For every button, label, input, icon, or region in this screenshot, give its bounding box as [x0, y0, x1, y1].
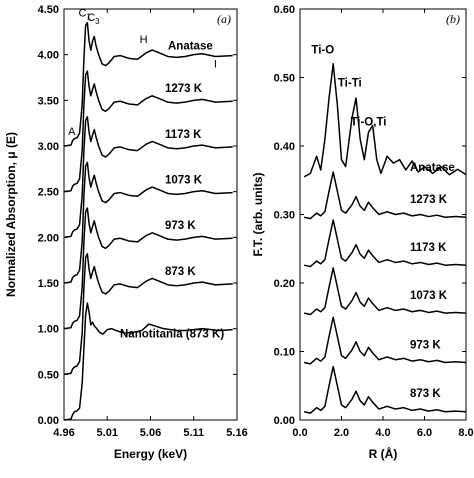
y-tick-label: 3.00 [38, 141, 59, 153]
y-tick-label: 4.50 [38, 4, 59, 16]
x-tick-label: 5.06 [140, 427, 161, 439]
y-tick-label: 0.00 [38, 415, 59, 427]
panel-b-fourier-transform-chart: 0.00 0.10 0.20 0.30 0.40 0.50 0.60 0.0 2.0 4.0 6.0… [251, 4, 474, 461]
series-line [63, 207, 233, 330]
peak-annotation: H [140, 34, 148, 46]
y-axis-title: Normalized Absorption, μ (E) [4, 132, 18, 297]
series-label: 1073 K [410, 290, 448, 302]
y-tick-label: 1.50 [38, 278, 59, 290]
peak-annotation: C3 [87, 12, 100, 26]
series-line [63, 302, 233, 421]
peak-annotation: C1 [79, 7, 92, 21]
y-tick-label: 0.50 [38, 369, 59, 381]
peak-annotation: I [214, 58, 217, 70]
x-axis-title: R (Å) [369, 446, 398, 461]
series-line [63, 253, 233, 376]
x-tick-label: 4.0 [375, 427, 390, 439]
x-tick-label: 2.0 [334, 427, 349, 439]
panel-label: (b) [446, 12, 460, 26]
x-axis-title: Energy (keV) [114, 447, 187, 461]
series-label: 1273 K [165, 83, 203, 95]
y-tick-label: 0.40 [274, 141, 295, 153]
series-label: 973 K [165, 220, 196, 232]
y-tick-label: 0.30 [274, 210, 295, 222]
peak-annotation: Ti-O [311, 45, 334, 57]
y-tick-label: 0.50 [274, 73, 295, 85]
series-line [303, 219, 467, 268]
x-tick-label: 4.96 [53, 427, 74, 439]
x-tick-label: 5.11 [183, 427, 204, 439]
x-tick-label: 6.0 [417, 427, 432, 439]
y-tick-label: 2.00 [38, 232, 59, 244]
series-label: 1073 K [165, 175, 203, 187]
y-tick-label: 1.00 [38, 324, 59, 336]
y-tick-label: 2.50 [38, 187, 59, 199]
plot-frame [63, 8, 238, 421]
panel-a-xanes-chart: 0.00 0.50 1.00 1.50 2.00 2.50 3.00 3.50 4.00 4.50… [4, 4, 248, 461]
peak-annotation: A [68, 126, 76, 138]
series-line [303, 365, 467, 414]
y-tick-label: 3.50 [38, 95, 59, 107]
x-tick-label: 5.16 [226, 427, 247, 439]
y-tick-label: 0.10 [274, 347, 295, 359]
series-line [303, 171, 467, 220]
series-line [63, 116, 233, 239]
series-label: Anatase [410, 162, 455, 174]
series-label: Nanotitania (873 K) [120, 329, 224, 341]
series-line [303, 63, 467, 178]
series-line [303, 267, 467, 316]
series-label: 1273 K [410, 194, 448, 206]
series-label: 1173 K [165, 129, 202, 141]
series-label: 873 K [410, 388, 441, 400]
x-tick-label: 0.0 [292, 427, 307, 439]
peak-annotation: Ti-Ti [338, 77, 362, 89]
series-line [63, 70, 233, 193]
panel-label: (a) [217, 12, 231, 26]
y-axis-title: F.T. (arb. units) [251, 172, 265, 256]
series-label: 1173 K [410, 242, 447, 254]
y-tick-label: 0.00 [274, 415, 295, 427]
series-label: Anatase [168, 41, 213, 53]
y-tick-label: 4.00 [38, 50, 59, 62]
series-line [63, 161, 233, 284]
y-tick-label: 0.60 [274, 4, 295, 16]
x-tick-label: 5.01 [97, 427, 118, 439]
y-tick-label: 0.20 [274, 278, 295, 290]
series-line [63, 21, 233, 147]
series-label: 973 K [410, 339, 441, 351]
series-line [303, 316, 467, 365]
x-tick-label: 8.0 [458, 427, 473, 439]
peak-annotation: Ti-O,Ti [350, 116, 386, 128]
series-label: 873 K [165, 266, 196, 278]
